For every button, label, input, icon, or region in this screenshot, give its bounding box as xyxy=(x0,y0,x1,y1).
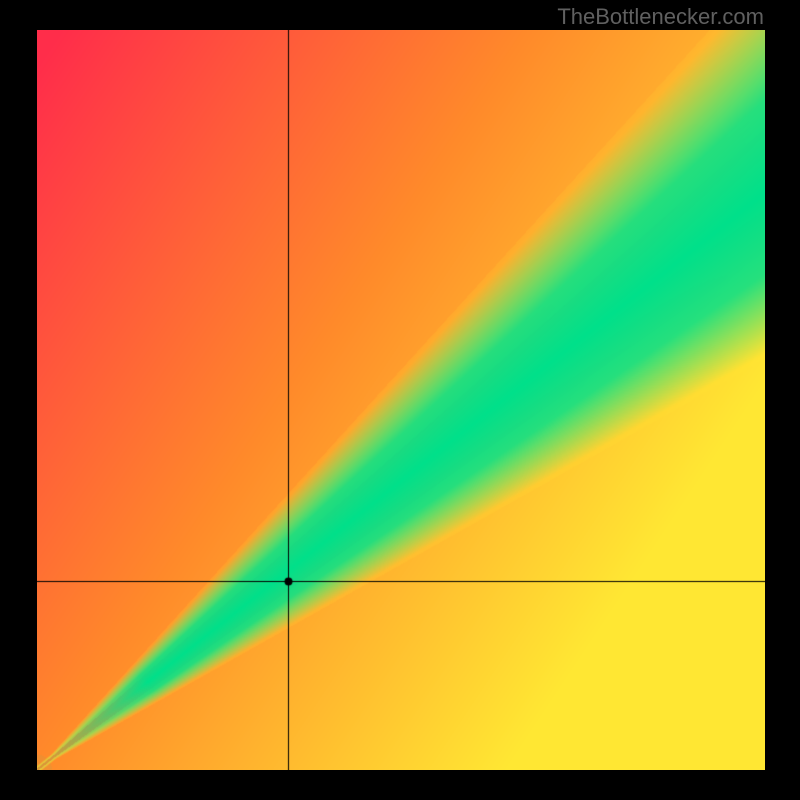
bottleneck-heatmap xyxy=(37,30,765,770)
chart-container: { "canvas": { "width": 800, "height": 80… xyxy=(0,0,800,800)
watermark-text: TheBottlenecker.com xyxy=(557,4,764,30)
